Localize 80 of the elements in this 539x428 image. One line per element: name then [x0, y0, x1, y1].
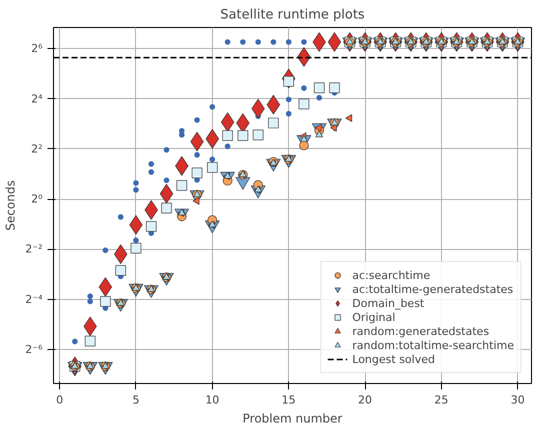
- y-tick-label: 2⁻²: [25, 242, 43, 256]
- legend-label: ac:totaltime-generatedstates: [352, 282, 514, 296]
- point: [329, 82, 340, 94]
- point: [118, 214, 124, 220]
- point: [298, 98, 310, 110]
- point: [178, 132, 185, 138]
- point: [87, 294, 93, 300]
- point: [84, 336, 96, 346]
- point: [314, 124, 322, 132]
- point: [252, 130, 264, 140]
- point: [286, 110, 292, 117]
- x-tick-label: 20: [358, 394, 372, 406]
- chart-title: Satellite runtime plots: [220, 8, 365, 22]
- point: [102, 247, 108, 254]
- point: [133, 187, 139, 193]
- point: [299, 140, 309, 150]
- point: [315, 130, 324, 138]
- point: [98, 277, 112, 297]
- point: [286, 96, 292, 102]
- point: [255, 39, 261, 45]
- point: [192, 168, 202, 178]
- point: [220, 112, 234, 132]
- point: [270, 39, 276, 45]
- legend-label: random:generatedstates: [352, 324, 490, 338]
- point: [133, 238, 139, 244]
- point: [100, 296, 111, 307]
- point: [210, 156, 216, 162]
- point: [207, 162, 218, 173]
- point: [345, 114, 352, 122]
- x-tick-label: 10: [205, 394, 220, 406]
- point: [176, 180, 188, 191]
- x-tick-label: 15: [282, 394, 296, 406]
- point: [129, 215, 143, 235]
- x-axis-title: Problem number: [242, 412, 342, 426]
- point: [210, 104, 216, 110]
- point: [240, 39, 246, 45]
- point: [194, 117, 200, 123]
- y-tick-label: 2²: [31, 142, 43, 156]
- y-tick-label: 2⁴: [31, 92, 44, 106]
- point: [224, 39, 230, 45]
- point: [266, 94, 280, 114]
- point: [115, 265, 126, 276]
- point: [286, 39, 292, 45]
- point: [148, 161, 154, 167]
- point: [164, 178, 170, 184]
- point: [301, 39, 307, 45]
- point: [316, 94, 322, 101]
- point: [161, 202, 172, 214]
- point: [238, 130, 248, 141]
- x-tick-label: 0: [56, 394, 64, 406]
- point: [133, 180, 139, 186]
- point: [72, 338, 78, 344]
- x-tick-label: 25: [434, 394, 448, 406]
- point: [194, 152, 200, 158]
- point: [314, 82, 325, 94]
- legend-label: ac:searchtime: [352, 268, 430, 282]
- legend-label: Domain_best: [352, 296, 424, 310]
- y-tick-label: 2⁻⁴: [25, 292, 44, 306]
- y-tick-label: 2⁻⁶: [25, 342, 44, 356]
- point: [222, 130, 233, 141]
- point: [301, 85, 307, 91]
- point: [130, 242, 142, 254]
- point: [148, 169, 154, 175]
- legend-label: random:totaltime-searchtime: [352, 338, 514, 352]
- point: [190, 132, 204, 152]
- point: [224, 144, 230, 150]
- point: [146, 221, 157, 232]
- x-tick-label: 30: [510, 394, 525, 406]
- y-tick-label: 2⁶: [31, 42, 44, 56]
- x-tick-label: 5: [132, 394, 140, 406]
- point: [328, 32, 342, 52]
- point: [268, 118, 279, 128]
- legend-label: Original: [352, 310, 396, 324]
- point: [164, 147, 170, 153]
- point: [300, 135, 308, 142]
- point: [87, 298, 93, 304]
- y-axis-title: Seconds: [3, 180, 18, 231]
- point: [192, 197, 200, 205]
- y-tick-label: 2⁰: [31, 192, 44, 206]
- legend-label: Longest solved: [352, 352, 435, 366]
